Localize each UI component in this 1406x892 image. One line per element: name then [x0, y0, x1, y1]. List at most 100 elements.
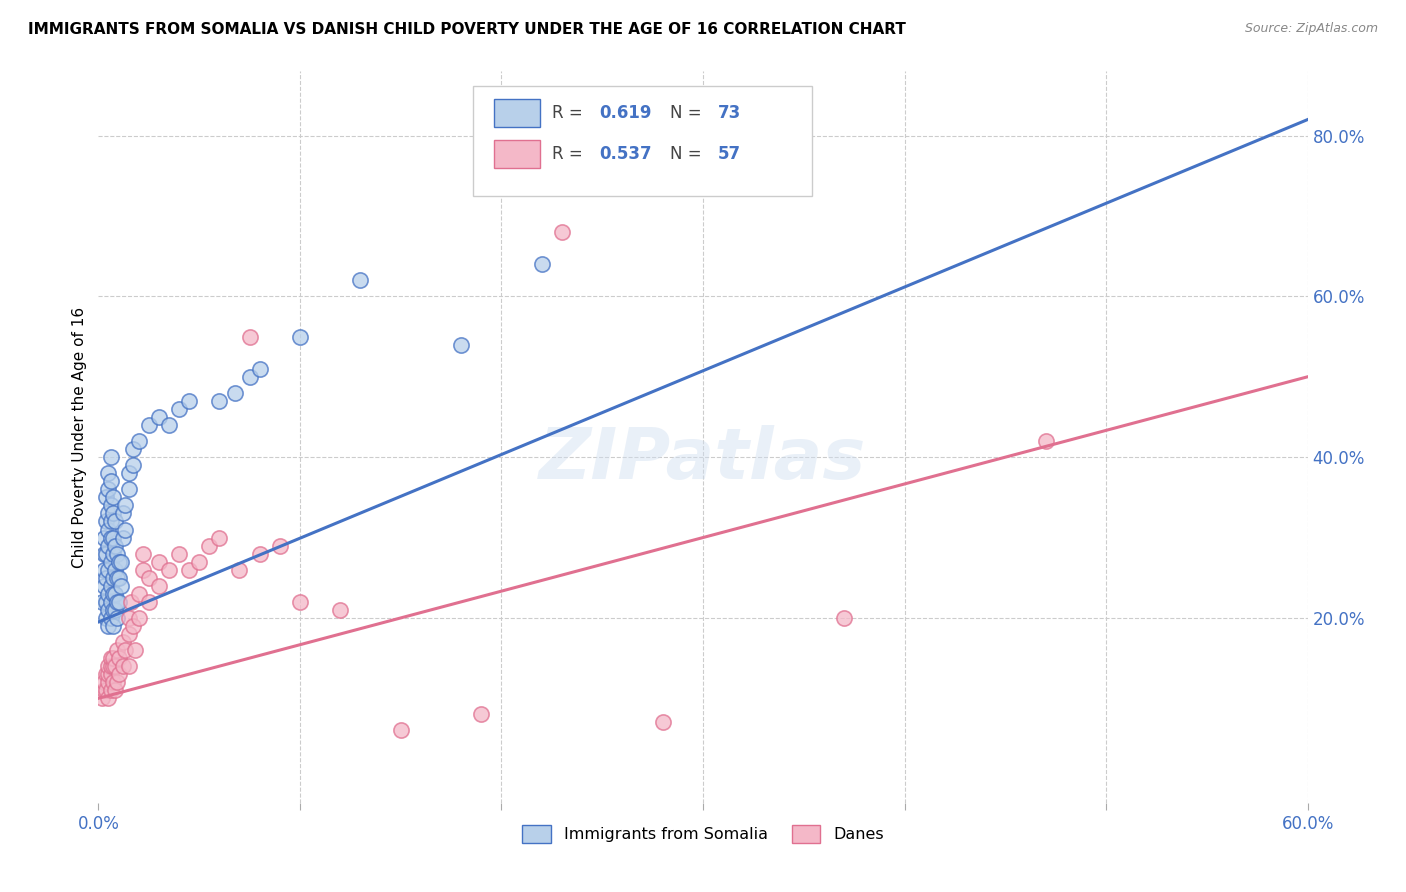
Point: [103, 539, 125, 553]
Point: [114, 643, 136, 657]
Point: [107, 595, 129, 609]
Point: [93, 531, 115, 545]
Point: [111, 635, 134, 649]
Point: [100, 651, 122, 665]
Point: [107, 571, 129, 585]
Point: [100, 659, 122, 673]
Point: [100, 515, 122, 529]
Point: [101, 571, 124, 585]
Point: [103, 587, 125, 601]
Point: [450, 337, 472, 351]
Point: [97, 691, 120, 706]
Point: [148, 555, 170, 569]
Point: [110, 579, 132, 593]
Point: [121, 619, 143, 633]
Point: [470, 707, 492, 722]
Point: [105, 595, 128, 609]
Point: [167, 547, 190, 561]
Point: [167, 401, 190, 416]
Point: [121, 458, 143, 473]
Point: [107, 667, 129, 681]
Point: [111, 507, 134, 521]
Point: [101, 507, 124, 521]
Point: [97, 603, 120, 617]
Text: R =: R =: [551, 104, 588, 122]
Text: N =: N =: [671, 104, 707, 122]
Point: [100, 531, 122, 545]
Point: [97, 659, 120, 673]
Point: [105, 611, 128, 625]
Point: [93, 683, 115, 698]
Point: [224, 385, 246, 400]
Point: [97, 675, 120, 690]
Point: [349, 273, 371, 287]
Point: [157, 563, 180, 577]
Text: 0.619: 0.619: [599, 104, 651, 122]
Point: [93, 675, 115, 690]
Point: [96, 611, 118, 625]
Point: [100, 595, 122, 609]
Point: [100, 450, 122, 465]
Point: [96, 491, 118, 505]
Point: [101, 659, 124, 673]
Point: [111, 531, 134, 545]
Point: [101, 603, 124, 617]
FancyBboxPatch shape: [494, 99, 540, 127]
Point: [105, 571, 128, 585]
Point: [101, 491, 124, 505]
Point: [208, 393, 231, 408]
Point: [530, 257, 553, 271]
Point: [97, 507, 120, 521]
Point: [239, 369, 262, 384]
Point: [105, 547, 128, 561]
Point: [128, 611, 150, 625]
Point: [97, 483, 120, 497]
Point: [111, 659, 134, 673]
Point: [96, 683, 118, 698]
Point: [101, 531, 124, 545]
Point: [179, 393, 201, 408]
Point: [249, 361, 271, 376]
Point: [103, 659, 125, 673]
Point: [97, 667, 120, 681]
Point: [118, 611, 141, 625]
FancyBboxPatch shape: [494, 140, 540, 168]
Point: [148, 409, 170, 424]
Point: [138, 571, 160, 585]
Point: [121, 442, 143, 457]
Point: [288, 329, 311, 343]
Point: [97, 539, 120, 553]
Point: [97, 467, 120, 481]
Point: [128, 434, 150, 449]
Point: [179, 563, 201, 577]
Text: 57: 57: [717, 145, 741, 163]
Point: [100, 683, 122, 698]
Point: [97, 563, 120, 577]
Point: [124, 643, 146, 657]
Text: IMMIGRANTS FROM SOMALIA VS DANISH CHILD POVERTY UNDER THE AGE OF 16 CORRELATION : IMMIGRANTS FROM SOMALIA VS DANISH CHILD …: [28, 22, 905, 37]
Point: [103, 683, 125, 698]
Text: N =: N =: [671, 145, 707, 163]
Point: [103, 603, 125, 617]
Point: [96, 595, 118, 609]
Point: [101, 619, 124, 633]
Text: ZIPatlas: ZIPatlas: [540, 425, 866, 493]
Point: [105, 675, 128, 690]
Text: R =: R =: [551, 145, 588, 163]
Point: [269, 539, 291, 553]
Point: [101, 651, 124, 665]
Point: [96, 667, 118, 681]
Point: [100, 555, 122, 569]
Point: [651, 715, 673, 730]
Point: [114, 523, 136, 537]
Point: [551, 225, 574, 239]
Point: [138, 417, 160, 432]
Point: [249, 547, 271, 561]
Point: [97, 619, 120, 633]
Point: [228, 563, 250, 577]
Point: [93, 579, 115, 593]
Point: [96, 571, 118, 585]
Point: [93, 547, 115, 561]
Text: Source: ZipAtlas.com: Source: ZipAtlas.com: [1244, 22, 1378, 36]
Point: [198, 539, 221, 553]
